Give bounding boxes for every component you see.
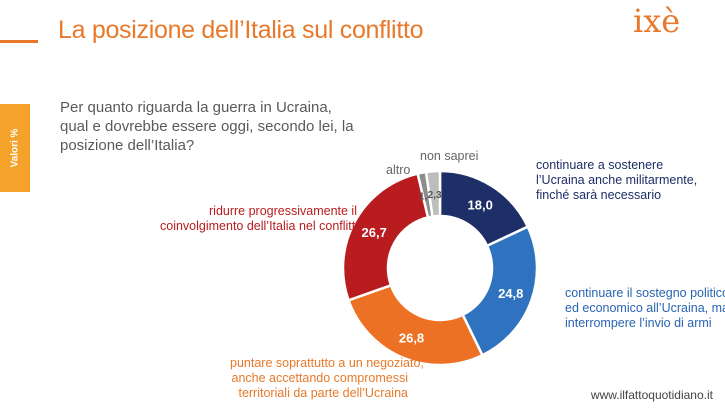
slice-label-line: ridurre progressivamente il xyxy=(209,204,357,218)
question-line: Per quanto riguarda la guerra in Ucraina… xyxy=(60,99,332,116)
title-accent-bar xyxy=(0,40,38,43)
slice-label-line: territoriali da parte dell’Ucraina xyxy=(238,386,408,400)
slice-label-non-saprei: non saprei xyxy=(420,149,478,164)
page-title: La posizione dell’Italia sul conflitto xyxy=(58,16,424,44)
slice-value-label: 18,0 xyxy=(468,198,493,213)
donut-slice xyxy=(461,225,539,357)
slice-label-line: l’Ucraina anche militarmente, xyxy=(536,173,698,187)
slice-value-label: 26,8 xyxy=(399,330,424,345)
slice-label-altro: altro xyxy=(386,163,410,178)
slice-label-negoziato: puntare soprattutto a un negoziato, anch… xyxy=(230,356,424,401)
slice-value-label: 24,8 xyxy=(498,286,523,301)
slice-label-line: finché sarà necessario xyxy=(536,188,662,202)
slice-label-line: puntare soprattutto a un negoziato, xyxy=(230,356,424,370)
slice-label-line: continuare il sostegno politico xyxy=(565,286,725,300)
slice-label-sostegno-politico: continuare il sostegno politico ed econo… xyxy=(565,286,725,331)
donut-hole xyxy=(389,217,491,319)
slice-label-sostenere-militarmente: continuare a sostenere l’Ucraina anche m… xyxy=(536,158,697,203)
slice-value-label: 2,3 xyxy=(428,190,442,201)
slice-label-line: altro xyxy=(386,163,411,177)
slice-label-line: anche accettando compromessi xyxy=(231,371,408,385)
slice-label-line: ed economico all’Ucraina, ma xyxy=(565,301,725,315)
donut-slice xyxy=(341,172,430,302)
question-line: qual e dovrebbe essere oggi, secondo lei… xyxy=(60,118,354,135)
slice-label-ridurre-coinvolgimento: ridurre progressivamente il coinvolgimen… xyxy=(160,204,363,234)
slice-label-line: continuare a sostenere xyxy=(536,158,664,172)
donut-slice xyxy=(424,169,442,218)
brand-logo: ixè xyxy=(633,2,681,40)
donut-slice xyxy=(346,283,485,367)
slice-label-line: interrompere l’invio di armi xyxy=(565,316,712,330)
slice-label-line: coinvolgimento dell’Italia nel conflitto xyxy=(160,219,363,233)
survey-question: Per quanto riguarda la guerra in Ucraina… xyxy=(60,98,354,155)
watermark: www.ilfattoquotidiano.it xyxy=(590,388,713,402)
slice-value-label: 1,4 xyxy=(419,191,433,202)
question-line: posizione dell’Italia? xyxy=(60,137,195,154)
slice-value-label: 26,7 xyxy=(362,225,387,240)
slice-label-line: non saprei xyxy=(420,149,479,163)
side-tab: Valori % xyxy=(0,104,30,192)
